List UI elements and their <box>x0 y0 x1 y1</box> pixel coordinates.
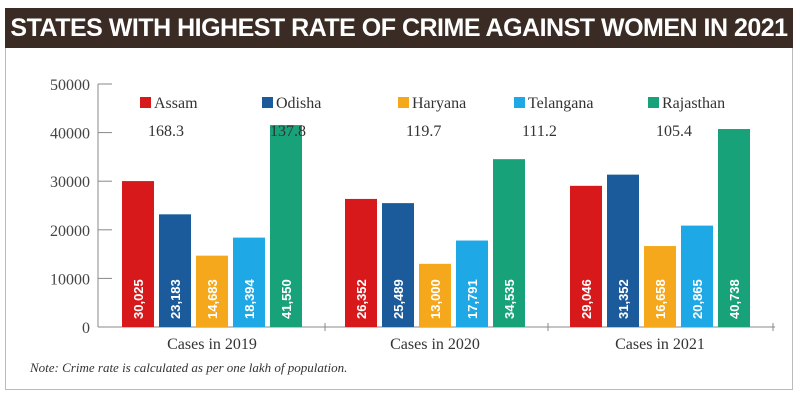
data-label: 14,683 <box>205 279 220 319</box>
bar-rajasthan <box>718 129 750 327</box>
data-label: 29,046 <box>579 279 594 319</box>
legend-swatch <box>514 97 525 108</box>
y-tick-label: 10000 <box>50 271 90 288</box>
y-tick-label: 20000 <box>50 223 90 240</box>
data-label: 31,352 <box>616 279 631 319</box>
footnote: Note: Crime rate is calculated as per on… <box>30 360 348 375</box>
legend-label: Telangana <box>528 95 594 112</box>
data-label: 13,000 <box>428 279 443 319</box>
legend-swatch <box>140 97 151 108</box>
bar-rajasthan <box>493 159 525 327</box>
bar-haryana <box>419 263 451 327</box>
x-tick-label: Cases in 2019 <box>167 336 257 353</box>
data-label: 41,550 <box>279 279 294 319</box>
y-tick-label: 0 <box>82 320 90 337</box>
y-tick-label: 30000 <box>50 174 90 191</box>
data-label: 18,394 <box>242 278 257 319</box>
data-label: 26,352 <box>354 279 369 319</box>
legend-swatch <box>398 97 409 108</box>
y-tick-label: 50000 <box>50 77 90 94</box>
x-tick-label: Cases in 2021 <box>615 336 705 353</box>
legend-label: Rajasthan <box>662 95 725 112</box>
data-label: 23,183 <box>168 279 183 319</box>
bar-assam <box>570 185 602 327</box>
data-label: 16,658 <box>653 279 668 319</box>
crime-rate-label: 137.8 <box>270 123 306 140</box>
legend-label: Odisha <box>276 95 321 112</box>
bar-odisha <box>159 214 191 327</box>
data-label: 34,535 <box>502 279 517 319</box>
chart-title: STATES WITH HIGHEST RATE OF CRIME AGAINS… <box>5 8 793 48</box>
bar-odisha <box>382 203 414 327</box>
crime-rate-label: 119.7 <box>406 123 441 140</box>
bar-telangana <box>681 225 713 327</box>
crime-rate-label: 105.4 <box>656 123 692 140</box>
bar-haryana <box>644 246 676 327</box>
bar-telangana <box>233 237 265 327</box>
bar-assam <box>345 198 377 327</box>
bar-odisha <box>607 174 639 327</box>
bar-haryana <box>196 255 228 327</box>
legend-swatch <box>262 97 273 108</box>
data-label: 40,738 <box>727 279 742 319</box>
crime-rate-label: 111.2 <box>522 123 557 140</box>
legend-label: Haryana <box>412 95 466 112</box>
crime-rate-label: 168.3 <box>148 123 184 140</box>
data-label: 25,489 <box>391 279 406 319</box>
data-label: 17,791 <box>465 279 480 319</box>
data-label: 30,025 <box>131 279 146 319</box>
bar-telangana <box>456 240 488 327</box>
bar-rajasthan <box>270 125 302 327</box>
x-tick-label: Cases in 2020 <box>390 336 480 353</box>
legend-label: Assam <box>154 95 198 112</box>
legend-swatch <box>648 97 659 108</box>
data-label: 20,865 <box>690 279 705 319</box>
y-tick-label: 40000 <box>50 126 90 143</box>
bar-assam <box>122 181 154 327</box>
